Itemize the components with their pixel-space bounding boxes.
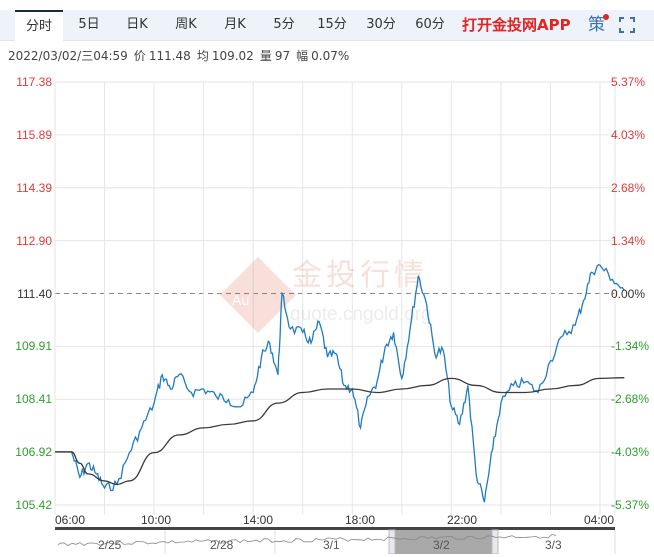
volume-label: 量 bbox=[259, 49, 272, 63]
x-tick-label: 18:00 bbox=[345, 513, 376, 527]
navigator-selection[interactable] bbox=[392, 530, 495, 554]
navigator-date-label: 2/25 bbox=[98, 538, 122, 552]
price-value: 111.48 bbox=[148, 49, 191, 63]
open-app-link[interactable]: 打开金投网APP bbox=[462, 16, 571, 34]
x-tick-label: 06:00 bbox=[55, 513, 86, 527]
navigator-date-label: 3/3 bbox=[545, 538, 562, 552]
y-tick-label-left: 106.92 bbox=[15, 445, 52, 460]
strategy-button[interactable]: 策 bbox=[588, 15, 605, 35]
y-tick-label-left: 108.41 bbox=[15, 392, 52, 407]
y-tick-label-right: 5.37% bbox=[611, 75, 646, 89]
y-tick-label-left: 109.91 bbox=[15, 339, 52, 354]
x-tick-label: 14:00 bbox=[243, 513, 274, 527]
quote-datetime: 2022/03/02/三04:59 bbox=[8, 49, 128, 63]
date-navigator[interactable] bbox=[55, 527, 615, 557]
avg-value: 109.02 bbox=[211, 49, 254, 63]
y-tick-label-left: 111.40 bbox=[17, 286, 52, 301]
navigator-date-label: 3/2 bbox=[433, 538, 450, 552]
volume-value: 97 bbox=[274, 49, 291, 63]
x-tick-label: 10:00 bbox=[141, 513, 172, 527]
watermark-logo: Au 金投行情 quote.cngold.org bbox=[220, 257, 432, 333]
navigator-date-label: 3/1 bbox=[323, 538, 340, 552]
tab-30min[interactable]: 30分 bbox=[366, 17, 396, 32]
y-tick-label-right: -5.37% bbox=[611, 498, 650, 512]
tab-monthly-k[interactable]: 月K bbox=[224, 17, 246, 32]
y-tick-label-right: 4.03% bbox=[611, 127, 646, 142]
notification-dot-icon bbox=[603, 14, 609, 20]
x-tick-label: 22:00 bbox=[447, 513, 478, 527]
x-tick-label: 04:00 bbox=[584, 513, 615, 527]
y-tick-label-left: 112.90 bbox=[16, 233, 52, 248]
average-price-line bbox=[55, 377, 625, 486]
y-tick-label-right: 2.68% bbox=[611, 180, 646, 195]
y-tick-label-left: 114.39 bbox=[16, 180, 52, 195]
y-tick-label-right: -2.68% bbox=[611, 392, 650, 407]
y-tick-label-right: -4.03% bbox=[611, 445, 650, 460]
y-tick-label-left: 115.89 bbox=[16, 127, 52, 142]
tab-daily-k[interactable]: 日K bbox=[126, 17, 148, 32]
y-tick-label-left: 105.42 bbox=[15, 498, 52, 512]
svg-text:Au: Au bbox=[232, 292, 249, 308]
navigator-mini-line bbox=[57, 533, 557, 547]
navigator-handle-right[interactable] bbox=[491, 529, 499, 554]
fullscreen-icon[interactable] bbox=[619, 17, 635, 33]
svg-text:quote.cngold.org: quote.cngold.org bbox=[290, 304, 432, 325]
change-label: 幅 bbox=[296, 49, 309, 63]
tab-5min[interactable]: 5分 bbox=[273, 17, 295, 32]
chart-period-tabs: 分时 5日 日K 周K 月K 5分 15分 30分 60分 打开金投网APP 策 bbox=[0, 10, 654, 41]
quote-info-bar: 2022/03/02/三04:59 价 111.48 均 109.02 量 97 幅 0.07% bbox=[8, 47, 355, 64]
y-tick-label-right: 0.00% bbox=[611, 286, 646, 301]
y-tick-label-left: 117.38 bbox=[16, 75, 52, 89]
change-value: 0.07% bbox=[311, 49, 350, 63]
tab-weekly-k[interactable]: 周K bbox=[175, 17, 197, 32]
navigator-date-label: 2/28 bbox=[210, 538, 234, 552]
avg-label: 均 bbox=[196, 49, 209, 63]
tab-60min[interactable]: 60分 bbox=[415, 17, 445, 32]
y-tick-label-right: 1.34% bbox=[611, 233, 646, 248]
y-tick-label-right: -1.34% bbox=[611, 339, 650, 354]
tab-15min[interactable]: 15分 bbox=[317, 17, 347, 32]
tab-intraday[interactable]: 分时 bbox=[15, 10, 63, 41]
svg-text:金投行情: 金投行情 bbox=[292, 258, 428, 293]
price-label: 价 bbox=[133, 49, 146, 63]
price-line bbox=[54, 263, 625, 503]
navigator-handle-left[interactable] bbox=[388, 529, 396, 554]
tab-5day[interactable]: 5日 bbox=[78, 17, 100, 32]
